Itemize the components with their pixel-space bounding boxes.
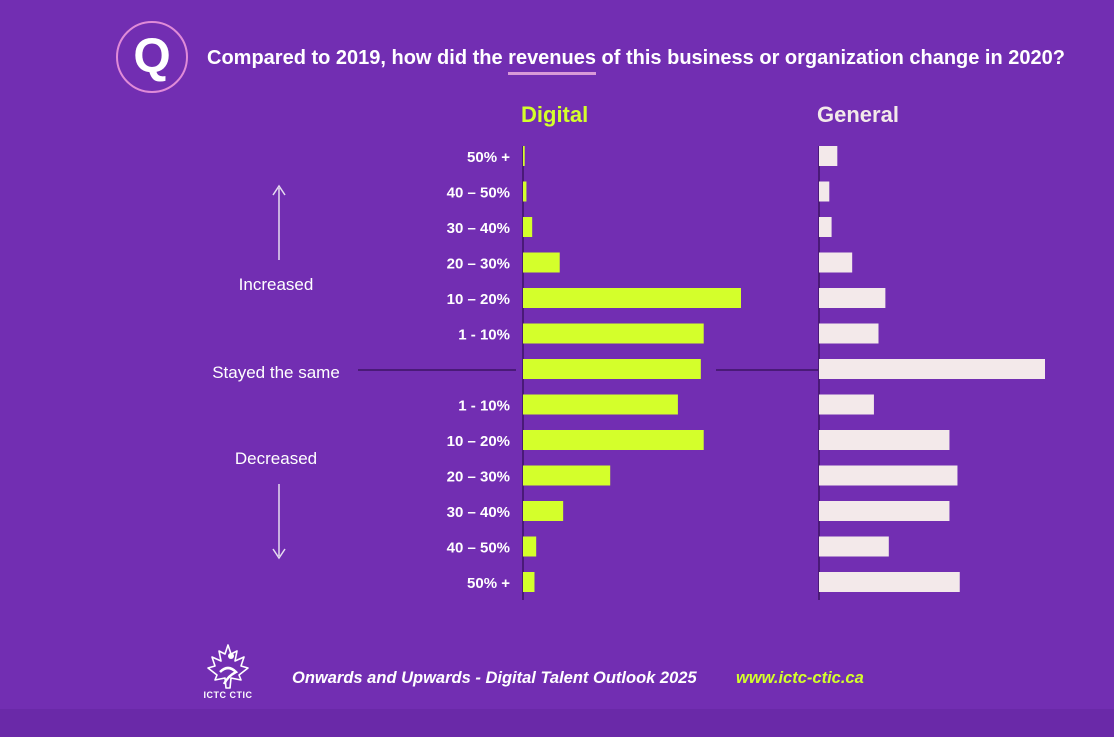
digital-bar: [523, 359, 701, 379]
group-label-decreased: Decreased: [235, 449, 317, 468]
question-text-after: of this business or organization change …: [596, 47, 1065, 69]
down-arrow-icon: [272, 548, 286, 560]
question-text-underlined: revenues: [508, 47, 596, 75]
digital-bar: [523, 323, 704, 344]
category-label: 50% +: [467, 575, 510, 592]
general-bar: [819, 430, 950, 450]
digital-bar: [523, 465, 611, 486]
general-bar: [819, 501, 950, 521]
category-label: 1 - 10%: [458, 327, 510, 344]
digital-bar: [523, 288, 741, 308]
category-label: 10 – 20%: [447, 433, 510, 450]
general-bar: [819, 536, 889, 557]
digital-bar: [523, 146, 525, 166]
general-bar: [819, 359, 1045, 379]
category-label: 50% +: [467, 149, 510, 166]
general-bar: [819, 572, 960, 592]
category-label: 30 – 40%: [447, 504, 510, 521]
general-bar: [819, 181, 830, 202]
category-label: 1 - 10%: [458, 398, 510, 415]
ictc-logo: ICTC CTIC: [198, 642, 258, 704]
digital-bar: [523, 217, 533, 237]
digital-bar: [523, 252, 560, 273]
digital-bar: [523, 501, 564, 521]
general-bar: [819, 465, 958, 486]
question-text-before: Compared to 2019, how did the: [207, 47, 509, 69]
footer-title: Onwards and Upwards - Digital Talent Out…: [292, 669, 697, 687]
group-label-increased: Increased: [239, 275, 314, 294]
digital-bar: [523, 394, 678, 415]
up-arrow-icon: [272, 184, 286, 196]
question-badge: Q: [116, 21, 188, 93]
digital-bar: [523, 430, 704, 450]
bottom-band: [0, 709, 1114, 737]
digital-bar: [523, 536, 537, 557]
category-label: 20 – 30%: [447, 469, 510, 486]
group-label-same: Stayed the same: [212, 363, 340, 382]
logo-text: ICTC CTIC: [203, 690, 253, 700]
question-title: Compared to 2019, how did the revenues o…: [207, 47, 1065, 75]
general-series-title: General: [817, 102, 899, 127]
maple-leaf-icon: [207, 644, 249, 689]
general-bar: [819, 217, 832, 237]
category-label: 30 – 40%: [447, 220, 510, 237]
general-bar: [819, 323, 879, 344]
category-label: 40 – 50%: [447, 540, 510, 557]
category-label: 10 – 20%: [447, 291, 510, 308]
category-label: 40 – 50%: [447, 185, 510, 202]
category-label: 20 – 30%: [447, 256, 510, 273]
footer-url[interactable]: www.ictc-ctic.ca: [736, 669, 864, 687]
general-bar: [819, 394, 874, 415]
general-bar: [819, 146, 838, 166]
digital-bar: [523, 181, 527, 202]
digital-bar: [523, 572, 535, 592]
general-bar: [819, 288, 886, 308]
digital-series-title: Digital: [521, 102, 588, 127]
question-badge-letter: Q: [133, 30, 171, 83]
general-bar: [819, 252, 853, 273]
